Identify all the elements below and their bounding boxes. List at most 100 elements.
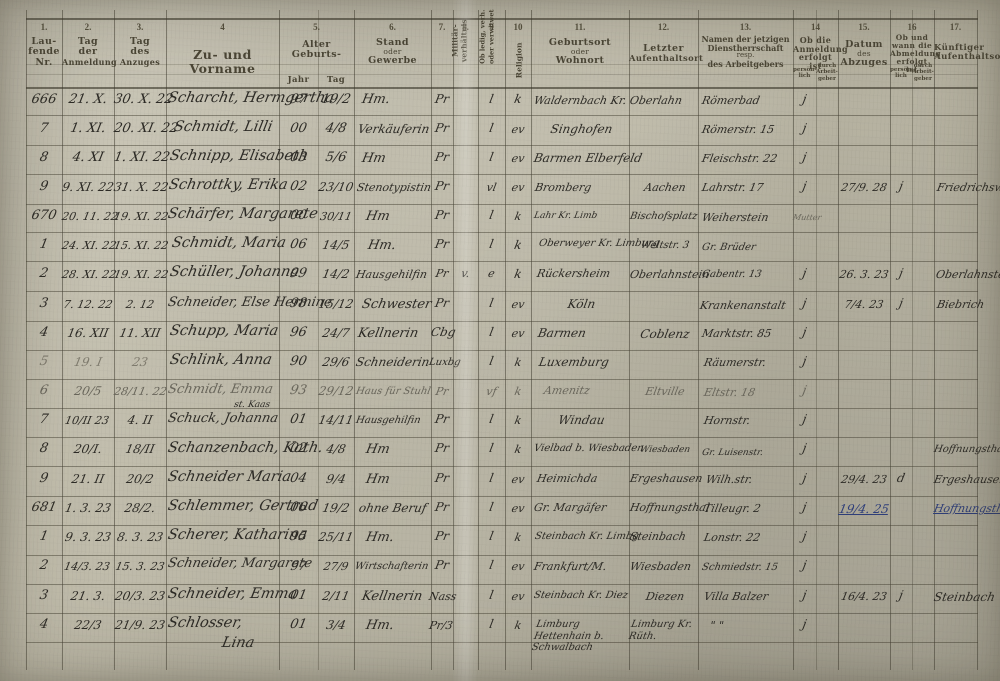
column-number-3: 3. [136,22,144,32]
cell-anzug: 20/3. 23 [113,589,167,603]
column-header-religion: Religion [514,42,524,79]
column-header-datum-abzug: Datum des Abzuges [840,39,888,69]
cell-anmeldung-persoenlich: j [801,441,808,455]
ledger-table: 1. 2. 3. 4 5. 6. 7. 8. 9 10 11. 12. 13. … [26,9,1000,670]
cell-religion: k [513,210,523,223]
grid-hline [26,642,978,643]
grid-vline [977,10,978,670]
cell-zivilstand: e [486,267,497,280]
cell-stand: Kellnerin [356,326,420,341]
cell-zivilstand: l [488,617,495,631]
cell-geburtstag: 29/12 [317,384,355,398]
cell-geburtsjahr: 02 [288,179,309,194]
cell-nr: 1 [38,529,50,544]
cell-geburtsjahr: 06 [288,237,309,252]
grid-hline [26,64,978,65]
cell-arbeitgeber: Gr. Brüder [700,242,757,253]
grid-vline [793,10,794,670]
cell-arbeitgeber: Weiherstein [700,211,770,224]
cell-stand: Hm. [366,238,398,253]
cell-nationalitaet: Pr [434,267,450,280]
cell-anmeldung-persoenlich: j [801,150,808,164]
grid-hline [26,525,978,526]
cell-geburtstag: 19/2 [321,501,351,515]
grid-vline [62,10,63,670]
cell-religion: k [512,267,524,281]
cell-religion: k [512,92,524,106]
cell-zivilstand: l [488,558,495,572]
column-header-laufende-nr: Lau- fende Nr. [28,36,60,68]
cell-anzug: 28/11. 22 [112,385,168,398]
cell-letzter-ort: Coblenz [639,327,691,341]
cell-anzug: 30. X. 22 [112,92,175,107]
grid-vline [318,10,319,670]
cell-geburtstag: 4/8 [324,121,348,136]
cell-stand: Hm [364,209,392,224]
cell-geburtsjahr: 01 [288,412,309,427]
cell-stand: Hm. [360,92,392,107]
cell-letzter-ort: Hoffnungsthal [628,501,711,514]
cell-stand: ohne Beruf [357,501,428,515]
cell-geburtsort: Frankfurt/M. [532,560,608,573]
cell-anzug: 11. XII [118,326,162,340]
cell-name: Schlosser, [166,615,244,631]
cell-zivilstand: l [488,354,495,368]
grid-hline [26,291,978,292]
cell-geburtstag: 15/12 [317,297,355,311]
cell-geburtsjahr: 00 [288,121,309,136]
cell-letzter-ort: Steinbach [628,530,688,543]
cell-zivilstand: l [488,150,495,164]
cell-name: Schrottky, Erika [167,177,290,193]
cell-anmeldung: 7. 12. 22 [62,298,114,311]
grid-vline [629,10,630,670]
cell-stand: Stenotypistin [355,181,433,194]
grid-vline [478,10,479,670]
cell-arbeitgeber: Römerstr. 15 [700,123,776,136]
cell-militaer: v. [460,267,471,280]
cell-kuenftiger-ort: Ergeshausen [932,473,1000,486]
cell-zivilstand: l [488,588,495,602]
cell-nr: 666 [30,92,58,107]
column-number-7: 7. [438,22,446,32]
cell-letzter-ort: Wiesbaden [628,560,693,573]
cell-geburtsjahr: 03 [288,150,309,165]
cell-stand: Hm [364,472,392,487]
cell-nr: 9 [38,179,50,194]
cell-religion: ev [510,123,526,136]
cell-geburtstag: 25/11 [317,530,355,544]
column-number-12: 12. [657,22,670,32]
cell-nationalitaet: Pr [433,150,451,164]
cell-nr: 670 [30,208,58,223]
cell-arbeitgeber: Räumerstr. [702,356,768,369]
cell-geburtsort: Bromberg [533,181,593,194]
grid-vline [431,10,432,670]
cell-geburtsort: Barmen [536,326,588,340]
cell-zivilstand: l [488,325,495,339]
cell-arbeitgeber: Römerbad [700,94,762,107]
cell-letzter-ort: Aachen [643,181,687,194]
cell-letzter-ort: Weltstr. 3 [639,240,691,251]
cell-religion: k [513,385,523,398]
cell-abzug-datum: 16/4. 23 [839,590,889,603]
column-number-9: 9 [489,22,494,32]
cell-nationalitaet: Pr [433,237,451,251]
grid-hline [26,232,978,233]
cell-nationalitaet: Pr [433,412,451,426]
cell-nr: 681 [30,500,58,515]
grid-hline [26,437,978,438]
grid-vline [279,10,280,670]
cell-anzug: 20. XI. 22 [112,121,180,136]
cell-nr: 6 [38,383,50,398]
cell-anmeldung: 1. 3. 23 [63,501,113,515]
cell-anmeldung-persoenlich: j [801,558,808,572]
cell-geburtstag: 29/6 [321,355,351,369]
column-number-15: 15. [858,22,870,32]
column-number-8: 8. [462,22,469,32]
cell-anmeldung-persoenlich: j [801,325,808,339]
cell-nr: 3 [38,296,50,311]
cell-geburtsjahr: 93 [288,383,309,398]
cell-stand: Wirtschafterin [353,561,430,572]
cell-nationalitaet: Luxbg [427,357,462,368]
column-number-1: 1. [40,22,48,32]
cell-geburtsjahr: 96 [288,325,309,340]
